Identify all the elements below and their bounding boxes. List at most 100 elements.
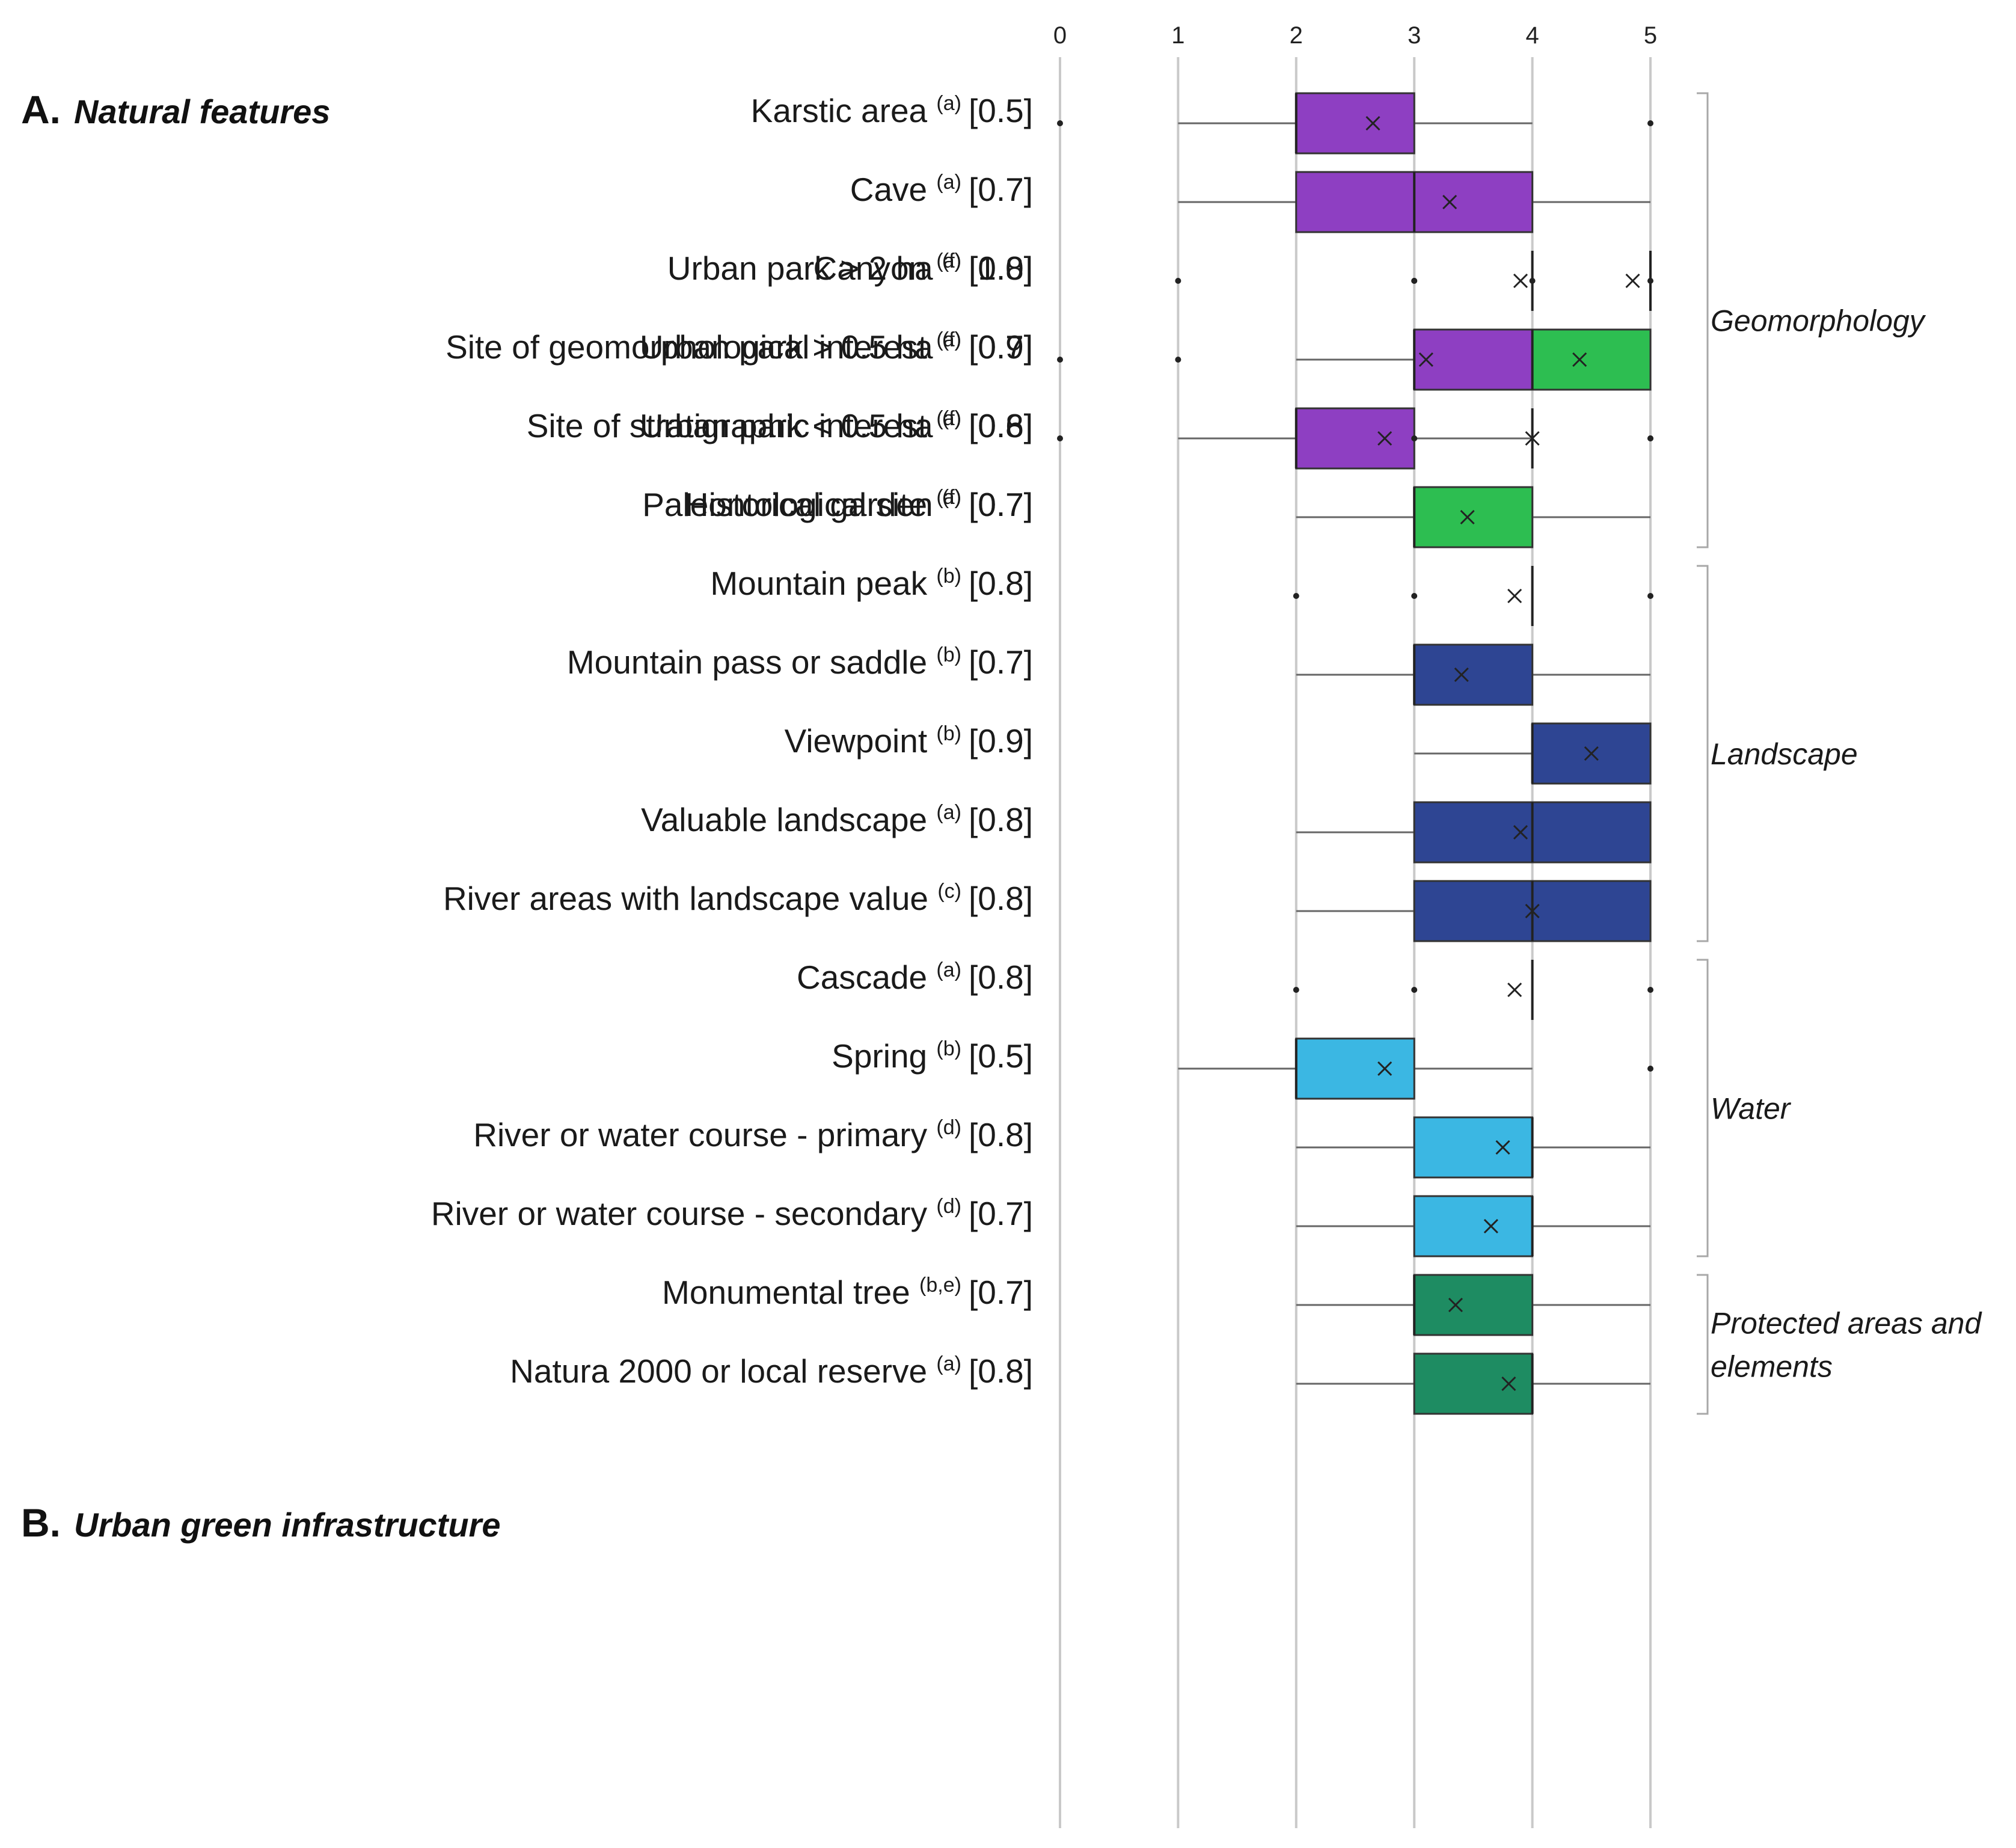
- x-tick-label: 0: [1053, 22, 1067, 49]
- row-label-text: Mountain peak: [710, 565, 936, 602]
- row-label-text: Urban park > 0.5 ha: [640, 328, 942, 366]
- row-label-weight: [0.7]: [969, 486, 1033, 523]
- row-label: Viewpoint (b) [0.9]: [785, 722, 1033, 760]
- group-bracket: [1697, 959, 1709, 1257]
- iqr-box: [1295, 92, 1415, 155]
- row-label-weight: [0.9]: [969, 328, 1033, 366]
- mean-marker: [1377, 1061, 1393, 1076]
- row-label-weight: [0.8]: [969, 1116, 1033, 1153]
- row-13: River or water course - primary (d) [0.8]: [473, 1116, 1650, 1179]
- row-10: River areas with landscape value (c) [0.8…: [443, 880, 1652, 942]
- row-label-sup: (a): [936, 801, 961, 824]
- x-tick-label: 1: [1171, 22, 1184, 49]
- mean-marker: [1448, 1297, 1463, 1313]
- row-label-text: Site of geomorphological interest: [446, 328, 936, 366]
- mean-marker: [1365, 115, 1380, 131]
- group-label: elements: [1711, 1350, 1833, 1384]
- iqr-box: [1295, 1037, 1415, 1100]
- row-label-weight: [0.5]: [969, 1037, 1033, 1075]
- row-label-sup: (a): [936, 250, 961, 272]
- outlier-point: [1057, 357, 1063, 363]
- row-label-sup: (b): [936, 1037, 961, 1060]
- row-label-weight: [0.8]: [969, 407, 1033, 444]
- row-label-text: Paleontological site: [642, 486, 936, 523]
- row-label-weight: [0.7]: [969, 171, 1033, 208]
- mean-marker: [1507, 982, 1522, 998]
- row-label: River areas with landscape value (c) [0.8…: [443, 880, 1033, 917]
- row-label: Historical garden (f) [0.7]: [685, 486, 1033, 523]
- group-label: Landscape: [1711, 737, 1858, 771]
- x-tick-label: 5: [1644, 22, 1657, 49]
- row-label-weight: [0.8]: [969, 250, 1033, 287]
- iqr-box: [1413, 1274, 1534, 1336]
- row-label-sup: (f): [942, 407, 961, 430]
- row-20: Historical garden (f) [0.7]: [685, 486, 1650, 548]
- row-label-text: Historical garden: [685, 486, 942, 523]
- row-label-weight: [0.8]: [969, 880, 1033, 917]
- row-label-weight: [0.9]: [969, 722, 1033, 760]
- row-label: Valuable landscape (a) [0.8]: [641, 801, 1033, 838]
- outlier-point: [1175, 357, 1181, 363]
- row-label-text: Canyon: [813, 250, 937, 287]
- x-tick-label: 4: [1525, 22, 1539, 49]
- row-17: Urban park > 2 ha (f) [1.0]: [667, 250, 1652, 311]
- row-label: Mountain peak (b) [0.8]: [710, 565, 1033, 602]
- mean-marker: [1454, 667, 1469, 683]
- row-label-weight: [0.8]: [969, 565, 1033, 602]
- row-label: Urban park > 2 ha (f) [1.0]: [667, 250, 1033, 287]
- row-label-text: Urban park > 2 ha: [667, 250, 942, 287]
- row-label-text: Viewpoint: [785, 722, 937, 760]
- row-3: Site of geomorphological interest (a) [0.…: [446, 328, 1650, 391]
- group-geomorphology: Geomorphology: [1697, 92, 1926, 548]
- iqr-box: [1295, 407, 1415, 470]
- mean-marker: [1495, 1140, 1510, 1155]
- row-label-weight: [0.8]: [969, 1352, 1033, 1390]
- outlier-point: [1293, 987, 1299, 993]
- iqr-box: [1413, 1195, 1534, 1257]
- row-label-sup: (a): [936, 171, 961, 194]
- row-label: River or water course - secondary (d) [0.…: [431, 1195, 1033, 1232]
- row-label: Paleontological site (a) [0.7]: [642, 486, 1033, 523]
- mean-marker: [1513, 273, 1528, 289]
- group-bracket: [1697, 1274, 1709, 1415]
- row-label-weight: [0.8]: [969, 959, 1033, 996]
- outlier-point: [1411, 593, 1418, 599]
- row-label-weight: [0.7]: [969, 1274, 1033, 1311]
- row-7: Mountain pass or saddle (b) [0.7]: [567, 643, 1650, 706]
- x-tick-label: 2: [1290, 22, 1303, 49]
- row-label: Natura 2000 or local reserve (a) [0.8]: [510, 1352, 1033, 1390]
- mean-marker: [1507, 588, 1522, 604]
- row-4: Site of stratigraphic interest (a) [0.6]: [527, 407, 1653, 470]
- section-headings: A. Natural features B. Urban green infrastr…: [21, 87, 501, 1545]
- row-2: Canyon (a) [0.8]: [813, 250, 1653, 311]
- row-12: Spring (b) [0.5]: [832, 1037, 1653, 1100]
- mean-marker: [1418, 352, 1433, 367]
- row-label-weight: [0.5]: [969, 92, 1033, 129]
- row-label-text: Mountain pass or saddle: [567, 643, 937, 681]
- row-label-sup: (d): [936, 1116, 961, 1139]
- row-label: Urban park < 0.5 ha (f) [0.8]: [640, 407, 1033, 444]
- row-1: Cave (a) [0.7]: [850, 171, 1650, 233]
- row-label-weight: [0.7]: [969, 486, 1033, 523]
- row-label: Karstic area (a) [0.5]: [751, 92, 1033, 129]
- row-label: Cave (a) [0.7]: [850, 171, 1033, 208]
- outlier-point: [1411, 278, 1418, 284]
- outlier-point: [1175, 278, 1181, 284]
- iqr-box: [1531, 328, 1652, 391]
- outlier-point: [1293, 593, 1299, 599]
- row-label-weight: [0.7]: [969, 1195, 1033, 1232]
- iqr-box: [1531, 722, 1652, 785]
- row-label: River or water course - primary (d) [0.8]: [473, 1116, 1033, 1153]
- row-label-sup: (d): [936, 1195, 961, 1218]
- row-label-text: Site of stratigraphic interest: [527, 407, 937, 444]
- outlier-point: [1647, 987, 1653, 993]
- group-label: Water: [1711, 1092, 1792, 1126]
- iqr-box: [1413, 486, 1534, 548]
- row-label-sup: (f): [942, 328, 961, 351]
- row-label-sup: (b): [936, 643, 961, 666]
- row-label-sup: (a): [936, 1352, 961, 1375]
- row-18: Urban park > 0.5 ha (f) [0.9]: [640, 328, 1652, 391]
- x-tick-label: 3: [1408, 22, 1421, 49]
- row-label-text: Cascade: [797, 959, 936, 996]
- group-water: Water: [1697, 959, 1792, 1257]
